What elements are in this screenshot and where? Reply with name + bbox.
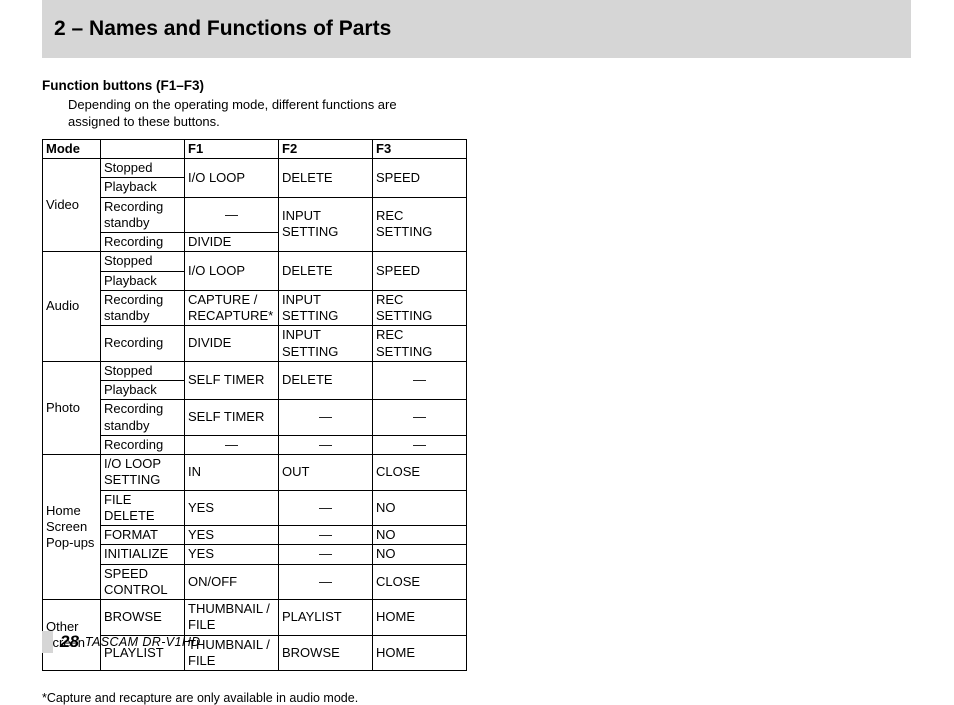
cell-f3: CLOSE bbox=[373, 564, 467, 600]
subsection-title: Function buttons (F1–F3) bbox=[42, 78, 522, 93]
cell-f3: NO bbox=[373, 490, 467, 526]
cell-f1: YES bbox=[185, 490, 279, 526]
content-area: Function buttons (F1–F3) Depending on th… bbox=[42, 78, 522, 705]
cell-f2: DELETE bbox=[279, 252, 373, 291]
cell-f3: SPEED bbox=[373, 159, 467, 198]
th-f3: F3 bbox=[373, 139, 467, 158]
cell-submode: SPEED CONTROL bbox=[101, 564, 185, 600]
cell-f3: — bbox=[373, 435, 467, 454]
function-buttons-table: Mode F1 F2 F3 VideoStoppedI/O LOOPDELETE… bbox=[42, 139, 467, 671]
cell-f3: REC SETTING bbox=[373, 326, 467, 362]
cell-f2: — bbox=[279, 490, 373, 526]
cell-f1: SELF TIMER bbox=[185, 361, 279, 400]
table-row: SPEED CONTROLON/OFF—CLOSE bbox=[43, 564, 467, 600]
table-row: VideoStoppedI/O LOOPDELETESPEED bbox=[43, 159, 467, 178]
cell-submode: Stopped bbox=[101, 159, 185, 178]
table-row: Recording——— bbox=[43, 435, 467, 454]
subsection-description: Depending on the operating mode, differe… bbox=[42, 97, 452, 131]
cell-f2: INPUT SETTING bbox=[279, 290, 373, 326]
cell-f3: REC SETTING bbox=[373, 197, 467, 252]
product-model: TASCAM DR-V1HD bbox=[85, 635, 201, 649]
table-header-row: Mode F1 F2 F3 bbox=[43, 139, 467, 158]
cell-f1: DIVIDE bbox=[185, 233, 279, 252]
cell-f1: ON/OFF bbox=[185, 564, 279, 600]
cell-f2: — bbox=[279, 526, 373, 545]
section-header-title: 2 – Names and Functions of Parts bbox=[42, 17, 391, 41]
table-row: Recording standbySELF TIMER—— bbox=[43, 400, 467, 436]
cell-f2: INPUT SETTING bbox=[279, 197, 373, 252]
cell-submode: I/O LOOP SETTING bbox=[101, 455, 185, 491]
cell-f1: CAPTURE / RECAPTURE* bbox=[185, 290, 279, 326]
cell-mode: Home Screen Pop-ups bbox=[43, 455, 101, 600]
cell-f3: CLOSE bbox=[373, 455, 467, 491]
cell-f1: DIVIDE bbox=[185, 326, 279, 362]
table-row: Recording standby—INPUT SETTINGREC SETTI… bbox=[43, 197, 467, 233]
cell-submode: FILE DELETE bbox=[101, 490, 185, 526]
table-row: INITIALIZEYES—NO bbox=[43, 545, 467, 564]
th-f2: F2 bbox=[279, 139, 373, 158]
cell-f3: — bbox=[373, 400, 467, 436]
cell-f3: NO bbox=[373, 545, 467, 564]
table-row: RecordingDIVIDEINPUT SETTINGREC SETTING bbox=[43, 326, 467, 362]
th-mode: Mode bbox=[43, 139, 101, 158]
cell-f1: — bbox=[185, 197, 279, 233]
th-sub bbox=[101, 139, 185, 158]
cell-f2: DELETE bbox=[279, 361, 373, 400]
page-footer: 28 TASCAM DR-V1HD bbox=[42, 631, 201, 653]
table-row: AudioStoppedI/O LOOPDELETESPEED bbox=[43, 252, 467, 271]
cell-submode: Stopped bbox=[101, 252, 185, 271]
cell-submode: Recording bbox=[101, 233, 185, 252]
cell-f2: — bbox=[279, 564, 373, 600]
cell-mode: Audio bbox=[43, 252, 101, 362]
table-row: Other screenBROWSETHUMBNAIL / FILEPLAYLI… bbox=[43, 600, 467, 636]
cell-submode: Playback bbox=[101, 178, 185, 197]
cell-f2: — bbox=[279, 400, 373, 436]
cell-f3: HOME bbox=[373, 635, 467, 671]
cell-f2: DELETE bbox=[279, 159, 373, 198]
cell-f3: REC SETTING bbox=[373, 290, 467, 326]
cell-submode: Recording standby bbox=[101, 400, 185, 436]
cell-f2: BROWSE bbox=[279, 635, 373, 671]
cell-submode: FORMAT bbox=[101, 526, 185, 545]
cell-submode: Playback bbox=[101, 381, 185, 400]
cell-f2: — bbox=[279, 435, 373, 454]
cell-f3: HOME bbox=[373, 600, 467, 636]
cell-f3: NO bbox=[373, 526, 467, 545]
cell-f3: SPEED bbox=[373, 252, 467, 291]
cell-mode: Video bbox=[43, 159, 101, 252]
cell-submode: Playback bbox=[101, 271, 185, 290]
cell-f1: I/O LOOP bbox=[185, 252, 279, 291]
footer-accent-bar bbox=[42, 631, 53, 653]
cell-f3: — bbox=[373, 361, 467, 400]
cell-submode: Recording standby bbox=[101, 197, 185, 233]
section-header-banner: 2 – Names and Functions of Parts bbox=[42, 0, 911, 58]
table-row: PhotoStoppedSELF TIMERDELETE— bbox=[43, 361, 467, 380]
cell-submode: INITIALIZE bbox=[101, 545, 185, 564]
cell-submode: Recording standby bbox=[101, 290, 185, 326]
table-row: Home Screen Pop-upsI/O LOOP SETTINGINOUT… bbox=[43, 455, 467, 491]
cell-f1: THUMBNAIL / FILE bbox=[185, 600, 279, 636]
cell-f2: OUT bbox=[279, 455, 373, 491]
cell-f2: PLAYLIST bbox=[279, 600, 373, 636]
page-number: 28 bbox=[60, 632, 79, 652]
cell-submode: Recording bbox=[101, 326, 185, 362]
cell-submode: Recording bbox=[101, 435, 185, 454]
cell-f2: — bbox=[279, 545, 373, 564]
cell-submode: Stopped bbox=[101, 361, 185, 380]
table-row: Recording standbyCAPTURE / RECAPTURE*INP… bbox=[43, 290, 467, 326]
cell-f1: YES bbox=[185, 526, 279, 545]
table-footnote: *Capture and recapture are only availabl… bbox=[42, 691, 522, 705]
cell-submode: BROWSE bbox=[101, 600, 185, 636]
table-body: VideoStoppedI/O LOOPDELETESPEEDPlaybackR… bbox=[43, 159, 467, 671]
table-row: FORMATYES—NO bbox=[43, 526, 467, 545]
table-row: FILE DELETEYES—NO bbox=[43, 490, 467, 526]
cell-f2: INPUT SETTING bbox=[279, 326, 373, 362]
cell-f1: IN bbox=[185, 455, 279, 491]
cell-f1: — bbox=[185, 435, 279, 454]
cell-f1: I/O LOOP bbox=[185, 159, 279, 198]
th-f1: F1 bbox=[185, 139, 279, 158]
cell-mode: Photo bbox=[43, 361, 101, 454]
cell-f1: SELF TIMER bbox=[185, 400, 279, 436]
cell-f1: YES bbox=[185, 545, 279, 564]
